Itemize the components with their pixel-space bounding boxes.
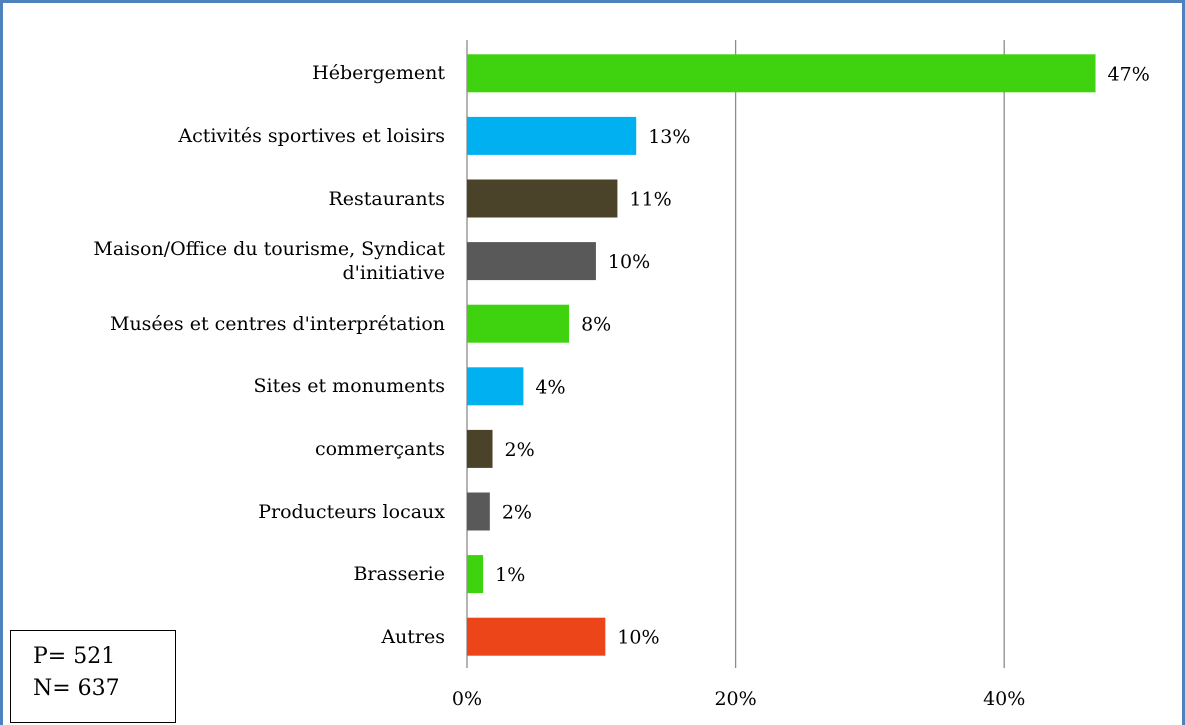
y-tick-label: Restaurants xyxy=(328,187,445,210)
x-tick-label: 0% xyxy=(452,688,482,710)
annotation: P= 521 xyxy=(33,644,116,669)
y-tick-label: Producteurs locaux xyxy=(258,500,445,523)
value-label: 1% xyxy=(495,564,525,586)
bar xyxy=(467,242,596,281)
bar xyxy=(467,367,524,406)
value-label: 2% xyxy=(505,439,535,461)
bar xyxy=(467,304,570,343)
bar xyxy=(467,555,484,594)
y-tick-label: commerçants xyxy=(314,437,445,460)
y-tick-label: Activités sportives et loisirs xyxy=(178,124,445,147)
bar xyxy=(467,492,490,531)
bar xyxy=(467,429,493,468)
x-tick-label: 40% xyxy=(983,688,1025,710)
bar xyxy=(467,54,1096,93)
annotation: N= 637 xyxy=(33,676,120,701)
value-label: 8% xyxy=(581,314,611,336)
y-tick-label: Autres xyxy=(381,625,445,648)
value-label: 10% xyxy=(617,627,659,649)
y-tick-label: Hébergement xyxy=(312,62,445,85)
value-label: 47% xyxy=(1108,63,1150,85)
value-label: 4% xyxy=(535,376,565,398)
sample-note: P= 521 N= 637 xyxy=(10,630,176,723)
value-label: 10% xyxy=(608,251,650,273)
y-tick-label: Brasserie xyxy=(353,563,445,586)
value-label: 13% xyxy=(648,126,690,148)
bar xyxy=(467,179,618,218)
bar xyxy=(467,617,606,656)
bar xyxy=(467,116,637,155)
y-tick-label: Musées et centres d'interprétation xyxy=(109,312,445,335)
value-label: 2% xyxy=(502,502,532,524)
value-label: 11% xyxy=(629,189,671,211)
y-tick-label: Sites et monuments xyxy=(253,375,446,398)
y-tick-label: Maison/Office du tourisme, Syndicat d'in… xyxy=(93,238,445,285)
x-tick-label: 20% xyxy=(714,688,756,710)
